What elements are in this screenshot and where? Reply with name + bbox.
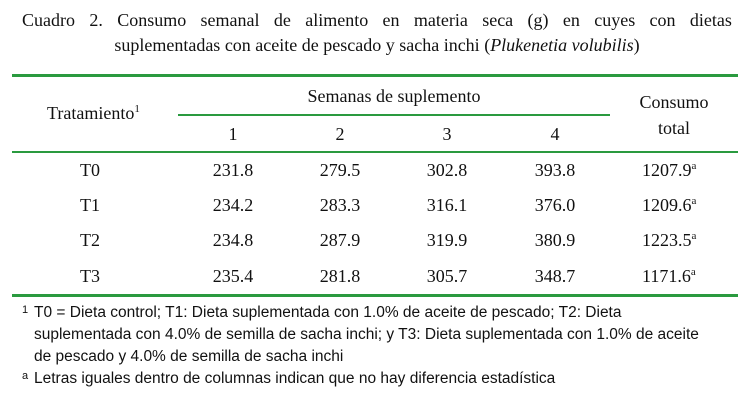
caption-species-name: Plukenetia volubilis — [490, 35, 634, 55]
caption-word: de — [273, 10, 291, 30]
row-total-value: 1207.9 — [642, 160, 692, 180]
row-week-4: 348.7 — [534, 266, 576, 286]
row-week-2: 283.3 — [319, 195, 361, 215]
caption-word: 2. — [89, 10, 103, 30]
row-week-3: 302.8 — [426, 160, 468, 180]
table-top-rule — [12, 74, 738, 77]
row-total-value: 1223.5 — [642, 230, 692, 250]
footnote-letters: a Letras iguales dentro de columnas indi… — [22, 368, 742, 390]
header-week-2: 2 — [335, 124, 345, 144]
row-total-letter: a — [691, 195, 697, 207]
row-week-4: 376.0 — [534, 195, 576, 215]
row-total: 1171.6a — [642, 265, 696, 287]
header-week-4: 4 — [550, 124, 560, 144]
footnote-line: Letras iguales dentro de columnas indica… — [34, 370, 556, 387]
row-week-3: 316.1 — [426, 195, 468, 215]
caption-word: Cuadro — [22, 10, 75, 30]
table-bottom-rule — [12, 294, 738, 297]
caption-line-2-end: ) — [633, 35, 640, 55]
footnote-line: suplementada con 4.0% de semilla de sach… — [34, 326, 699, 343]
footnote-line: de pescado y 4.0% de semilla de sacha in… — [34, 348, 344, 365]
header-week-1: 1 — [228, 124, 238, 144]
row-treatment: T1 — [80, 195, 100, 215]
header-total-line-1: Consumo — [639, 92, 709, 112]
row-total-letter: a — [691, 230, 697, 242]
header-bottom-rule — [12, 151, 738, 153]
footnote-mark-1: 1 — [22, 304, 29, 316]
row-week-1: 234.8 — [212, 230, 254, 250]
row-week-2: 281.8 — [319, 266, 361, 286]
footnote-mark-a: a — [22, 370, 29, 382]
caption-word: con — [649, 10, 676, 30]
row-week-3: 319.9 — [426, 230, 468, 250]
row-week-1: 234.2 — [212, 195, 254, 215]
row-total-value: 1171.6 — [642, 266, 691, 286]
caption-line-2-text: suplementadas con aceite de pescado y sa… — [114, 35, 491, 55]
row-week-1: 235.4 — [212, 266, 254, 286]
header-treatment: Tratamiento1 — [47, 102, 140, 124]
row-week-1: 231.8 — [212, 160, 254, 180]
table-caption: Cuadro 2. Consumo semanal de alimento en materi… — [22, 8, 732, 58]
caption-word: (g) — [527, 10, 549, 30]
row-week-4: 380.9 — [534, 230, 576, 250]
row-total: 1207.9a — [642, 159, 696, 181]
caption-word: cuyes — [594, 10, 636, 30]
row-total-letter: a — [691, 160, 697, 172]
row-week-2: 279.5 — [319, 160, 361, 180]
row-total: 1223.5a — [642, 229, 696, 251]
header-weeks: Semanas de suplemento — [307, 86, 481, 106]
caption-line-2: suplementadas con aceite de pescado y sa… — [22, 33, 732, 58]
row-week-4: 393.8 — [534, 160, 576, 180]
caption-line-1: Cuadro 2. Consumo semanal de alimento en materi… — [22, 8, 732, 33]
weeks-header-rule — [178, 114, 610, 116]
caption-word: materia — [413, 10, 468, 30]
caption-word: semanal — [200, 10, 260, 30]
footnote-treatments: 1 T0 = Dieta control; T1: Dieta suplemen… — [22, 302, 742, 368]
row-total: 1209.6a — [642, 194, 696, 216]
caption-word: seca — [482, 10, 514, 30]
header-treatment-footnote-mark: 1 — [134, 103, 140, 115]
row-total-value: 1209.6 — [642, 195, 692, 215]
caption-word: en — [382, 10, 400, 30]
caption-word: en — [562, 10, 580, 30]
caption-word: dietas — [689, 10, 732, 30]
row-treatment: T0 — [80, 160, 100, 180]
footnote-line: T0 = Dieta control; T1: Dieta suplementa… — [34, 304, 622, 321]
header-week-3: 3 — [442, 124, 452, 144]
row-treatment: T3 — [80, 266, 100, 286]
caption-word: Consumo — [117, 10, 187, 30]
caption-word: alimento — [305, 10, 369, 30]
row-week-3: 305.7 — [426, 266, 468, 286]
header-treatment-label: Tratamiento — [47, 103, 135, 123]
header-total-line-2: total — [658, 118, 690, 138]
row-treatment: T2 — [80, 230, 100, 250]
row-total-letter: a — [690, 266, 696, 278]
row-week-2: 287.9 — [319, 230, 361, 250]
table-footnotes: 1 T0 = Dieta control; T1: Dieta suplemen… — [22, 302, 742, 390]
